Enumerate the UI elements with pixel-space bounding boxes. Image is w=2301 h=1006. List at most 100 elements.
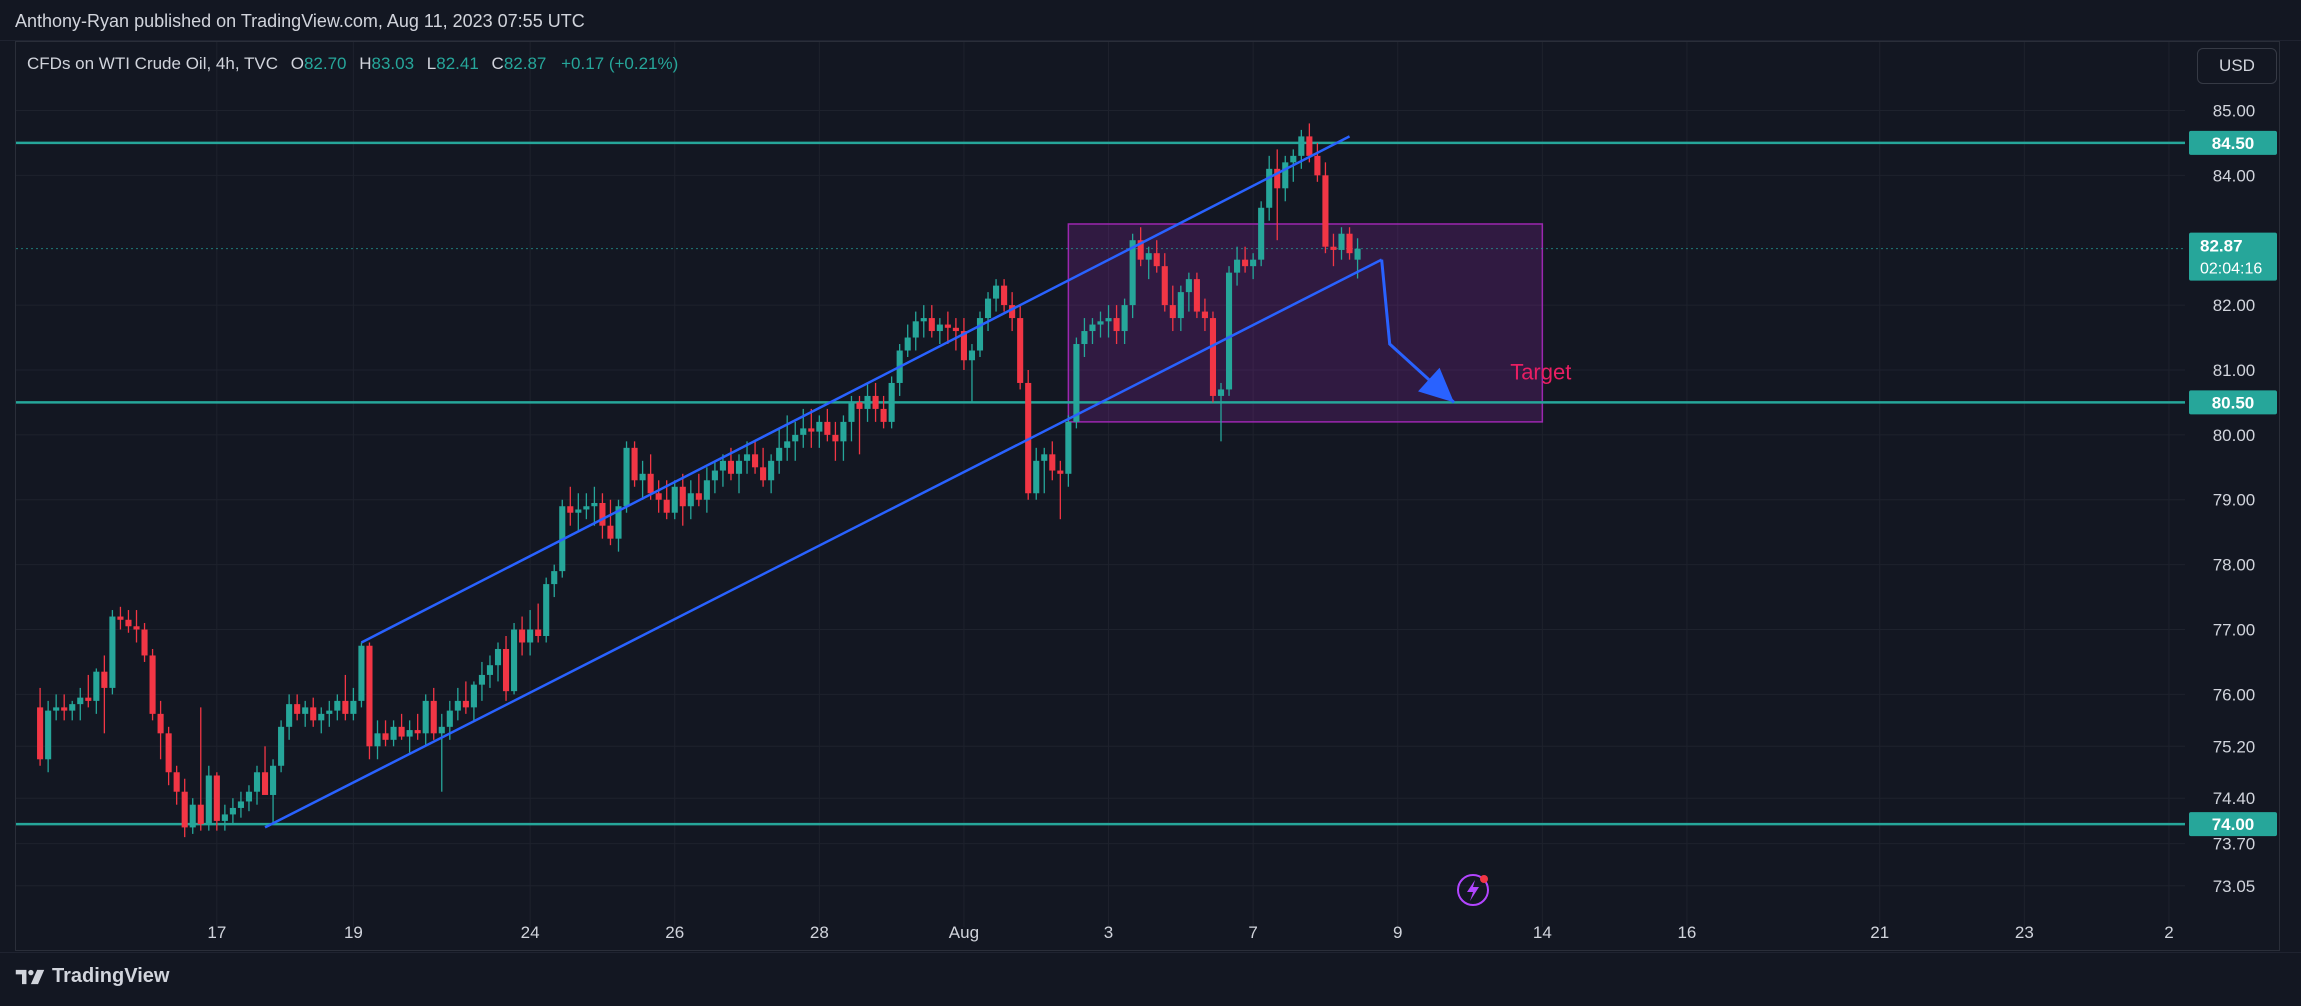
x-tick-label: 9 xyxy=(1393,923,1402,942)
candle-body xyxy=(229,807,236,815)
high-value: 83.03 xyxy=(371,54,415,73)
candle-body xyxy=(390,726,397,740)
candle-body xyxy=(69,704,76,711)
candle-body xyxy=(494,648,502,666)
candle-body xyxy=(639,473,646,481)
candle-body xyxy=(695,493,702,500)
candle-body xyxy=(655,493,662,500)
candle-body xyxy=(53,707,60,711)
channel-lower-line xyxy=(264,258,1383,829)
candle-body xyxy=(93,671,100,701)
y-tick-label: 79.00 xyxy=(2213,491,2256,510)
chart-frame[interactable] xyxy=(15,41,2280,951)
symbol-title: CFDs on WTI Crude Oil, 4h, TVC xyxy=(27,54,278,73)
candle-body xyxy=(800,428,807,435)
candle-body xyxy=(824,421,831,435)
x-tick-label: 14 xyxy=(1533,923,1552,942)
level-price-tag xyxy=(2189,812,2277,837)
candle-body xyxy=(848,402,855,422)
candle-body xyxy=(808,428,815,432)
candle-body xyxy=(406,730,413,737)
candle-body xyxy=(976,318,984,351)
current-price-tag xyxy=(2189,232,2277,281)
candle-body xyxy=(671,486,678,513)
candle-body xyxy=(1041,454,1048,461)
candle-body xyxy=(502,648,510,692)
candle-body xyxy=(631,447,638,481)
candle-body xyxy=(125,619,132,627)
candle-body xyxy=(470,684,477,708)
open-value: 82.70 xyxy=(303,54,347,73)
close-value: 82.87 xyxy=(503,54,547,73)
lightning-icon xyxy=(1457,874,1489,906)
channel-upper-line xyxy=(360,135,1351,644)
candle-body xyxy=(1346,233,1353,254)
y-tick-label: 82.00 xyxy=(2213,296,2256,315)
candle-body xyxy=(382,733,389,740)
top-bar: Anthony-Ryan published on TradingView.co… xyxy=(0,0,2301,41)
candle-body xyxy=(1282,162,1289,189)
price-tags: 84.50 80.50 74.00 82.87 02:04:16 xyxy=(2189,130,2277,837)
candle-body xyxy=(37,707,44,760)
candle-body xyxy=(1097,321,1104,325)
candle-body xyxy=(1290,155,1297,163)
candle-body xyxy=(1242,259,1249,267)
candle-body xyxy=(615,506,622,539)
candle-body xyxy=(527,629,534,643)
x-tick-label: 7 xyxy=(1248,923,1257,942)
candle-body xyxy=(133,626,140,630)
candle-body xyxy=(366,645,373,747)
candle-body xyxy=(213,775,220,821)
currency-button[interactable]: USD xyxy=(2197,48,2277,84)
candle-body xyxy=(430,700,437,734)
candle-body xyxy=(993,285,1000,299)
candle-body xyxy=(173,772,180,792)
candle-body xyxy=(1177,292,1184,319)
candle-body xyxy=(478,674,485,685)
candle-body xyxy=(768,460,775,481)
candle-body xyxy=(519,629,526,643)
candle-body xyxy=(302,707,309,714)
candle-body xyxy=(752,454,759,468)
candle-body xyxy=(1314,155,1321,176)
symbol-legend[interactable]: CFDs on WTI Crude Oil, 4h, TVC O82.70 H8… xyxy=(27,54,678,74)
candle-body xyxy=(1274,168,1281,189)
candle-body xyxy=(599,502,606,526)
candle-body xyxy=(414,730,421,734)
candle-body xyxy=(454,700,461,711)
candle-body xyxy=(197,804,204,825)
candle-body xyxy=(1009,305,1016,319)
x-tick-label: Aug xyxy=(949,923,979,942)
lightning-icon-bolt xyxy=(1467,880,1479,901)
candle-body xyxy=(1234,259,1241,273)
x-tick-label: 17 xyxy=(207,923,226,942)
candle-body xyxy=(1217,389,1225,396)
x-tick-label: 21 xyxy=(1870,923,1889,942)
x-tick-label: 28 xyxy=(810,923,829,942)
candle-body xyxy=(551,571,558,585)
candle-body xyxy=(1298,136,1305,156)
candle-body xyxy=(647,473,654,494)
candle-body xyxy=(840,421,847,442)
candle-body xyxy=(101,671,108,688)
x-tick-label: 19 xyxy=(344,923,363,942)
change-value: +0.17 (+0.21%) xyxy=(561,54,679,73)
candle-body xyxy=(856,402,863,409)
candle-body xyxy=(743,454,751,461)
candle-body xyxy=(663,499,670,513)
candle-body xyxy=(1193,279,1200,312)
candle-body xyxy=(936,324,943,332)
candle-body xyxy=(607,525,614,539)
tradingview-brand[interactable]: TradingView xyxy=(14,965,169,988)
candle-body xyxy=(735,460,743,474)
countdown-label: 02:04:16 xyxy=(2200,261,2262,278)
candle-body xyxy=(872,395,879,409)
candle-body xyxy=(1145,253,1152,260)
candle-body xyxy=(711,470,718,481)
candle-body xyxy=(583,506,590,510)
candle-body xyxy=(45,710,52,760)
candle-body xyxy=(326,710,333,714)
candle-body xyxy=(864,395,871,409)
y-tick-label: 77.00 xyxy=(2213,621,2256,640)
